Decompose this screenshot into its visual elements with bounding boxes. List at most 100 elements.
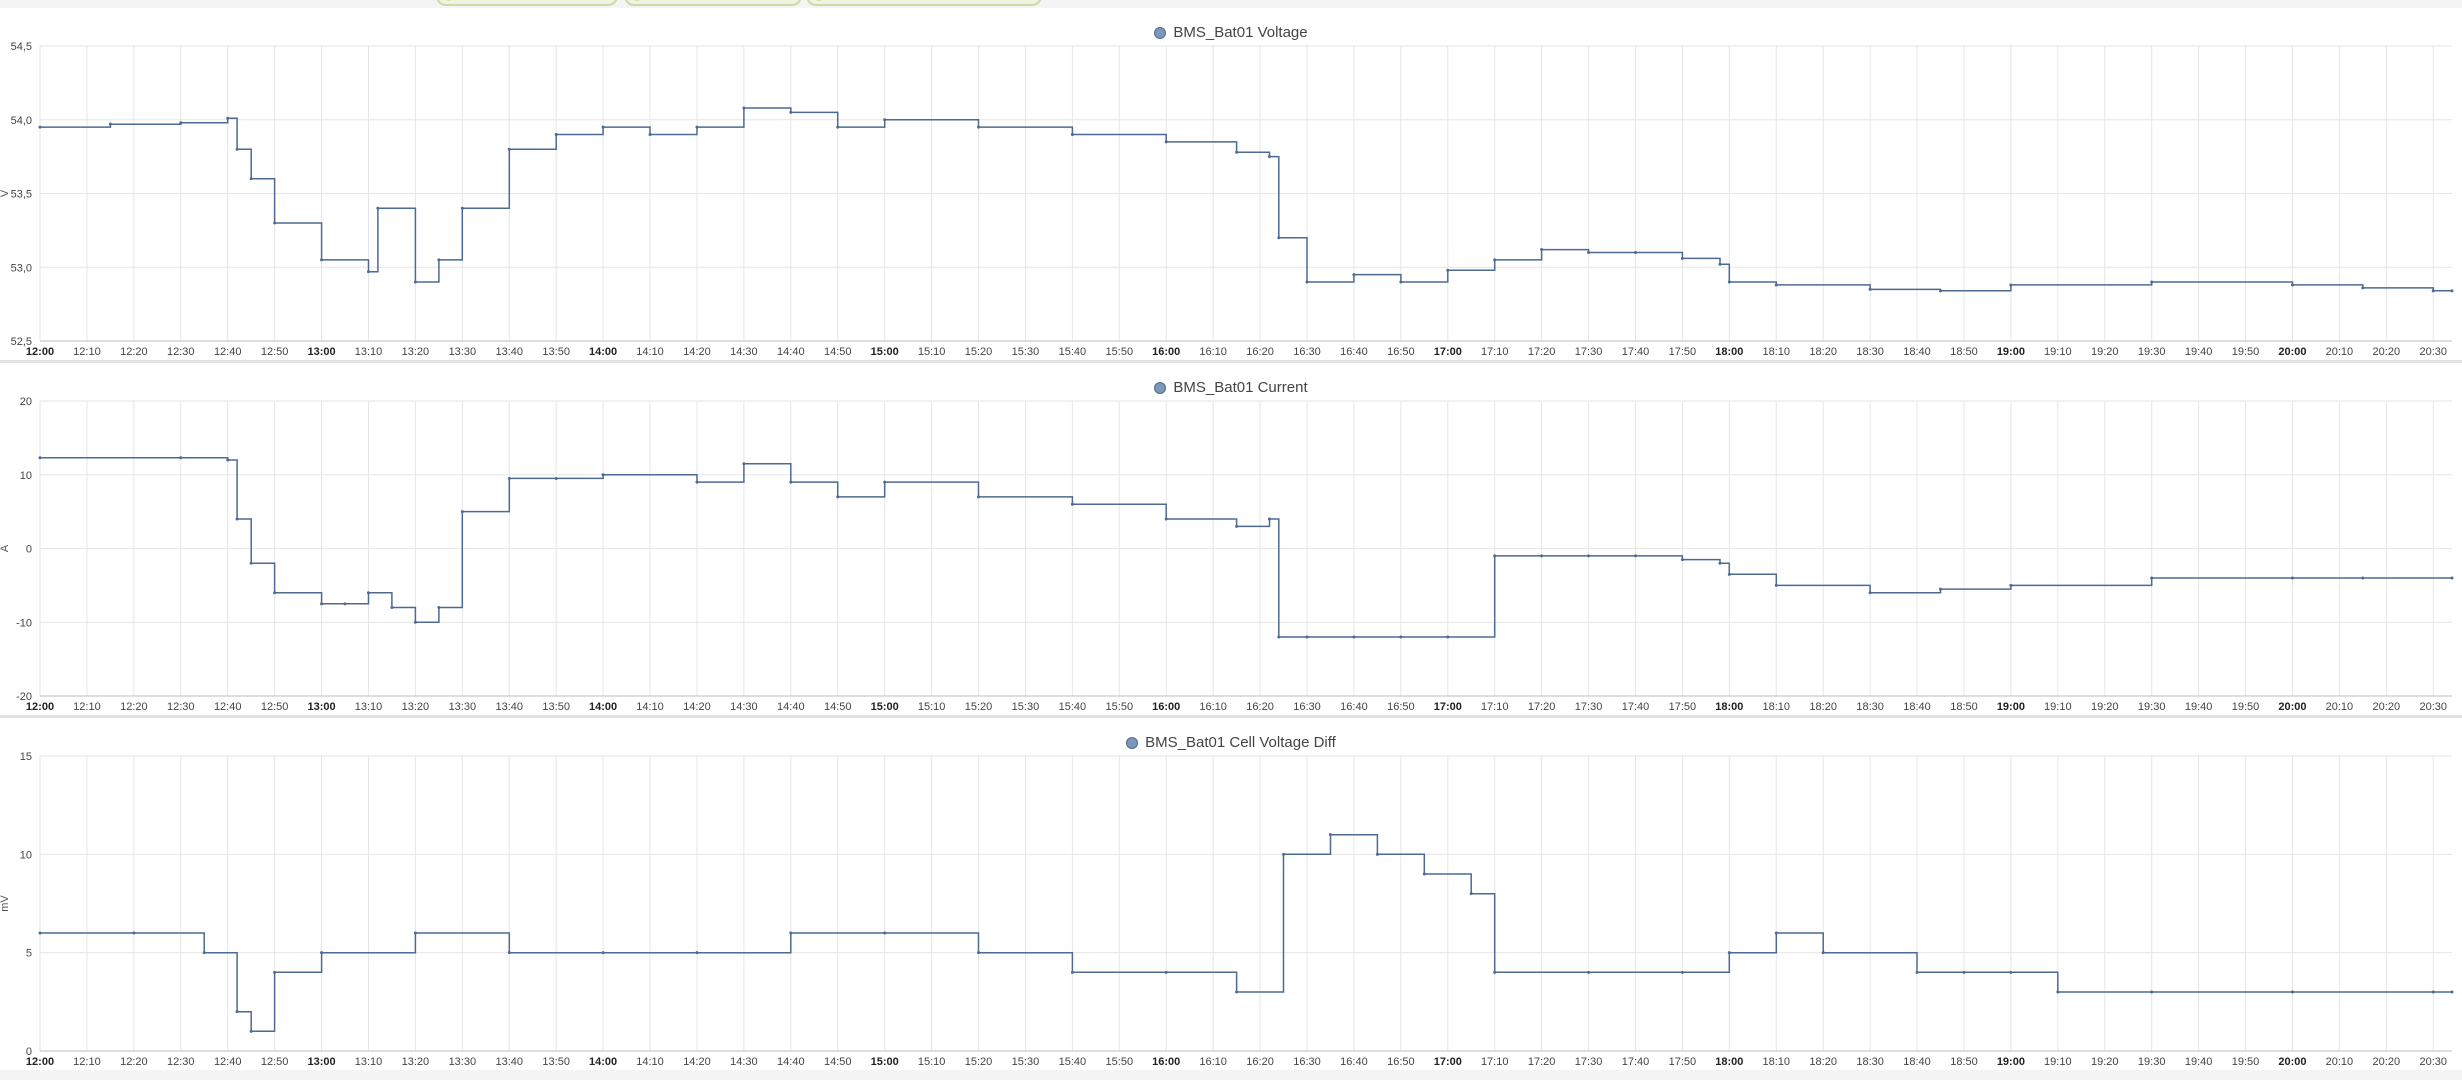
x-tick-label: 20:10: [2326, 346, 2354, 358]
y-tick-label: 54,0: [11, 115, 32, 127]
x-tick-label: 17:10: [1481, 701, 1509, 713]
data-point: [883, 118, 887, 122]
x-tick-label: 16:50: [1387, 1056, 1415, 1068]
data-point: [1305, 635, 1309, 639]
y-tick-label: 52,5: [11, 336, 32, 348]
data-point: [390, 606, 394, 609]
x-tick-label: 19:00: [1997, 701, 2025, 713]
data-point: [1774, 931, 1778, 935]
data-point: [554, 476, 558, 480]
y-tick-label: 15: [20, 751, 32, 763]
x-tick-label: 14:40: [777, 1056, 805, 1068]
x-tick-label: 18:50: [1950, 1056, 1978, 1068]
x-tick-label: 14:10: [636, 1056, 664, 1068]
data-point: [320, 602, 324, 606]
x-tick-label: 18:20: [1809, 346, 1837, 358]
series-line[interactable]: [40, 107, 2452, 292]
data-point: [2290, 576, 2294, 580]
data-point: [179, 456, 183, 460]
cell-diff-chart-title[interactable]: BMS_Bat01 Cell Voltage Diff: [0, 734, 2462, 751]
data-point: [1277, 236, 1281, 240]
data-point: [1282, 852, 1286, 856]
data-point: [2009, 283, 2013, 287]
data-point: [1493, 258, 1497, 262]
x-tick-label: 16:50: [1387, 346, 1415, 358]
x-tick-label: 19:30: [2138, 346, 2166, 358]
x-tick-label: 18:30: [1856, 701, 1884, 713]
x-tick-label: 15:10: [918, 701, 946, 713]
data-point: [1939, 587, 1943, 591]
x-tick-label: 12:50: [261, 1056, 289, 1068]
y-tick-label: 53,0: [11, 262, 32, 274]
x-tick-label: 16:40: [1340, 1056, 1368, 1068]
data-point: [1164, 140, 1168, 144]
x-tick-label: 12:10: [73, 701, 101, 713]
data-point: [507, 476, 511, 480]
cell-diff-chart[interactable]: 12:00 12:10 12:20 12:30 12:40 12:50 13:00 13:10…: [0, 718, 2462, 1070]
data-point: [554, 133, 558, 136]
data-point: [38, 125, 42, 129]
x-tick-label: 15:30: [1012, 346, 1040, 358]
x-tick-label: 12:00: [26, 701, 54, 713]
data-point: [2150, 990, 2154, 994]
x-tick-label: 19:00: [1997, 1056, 2025, 1068]
series-toggle-chip-1[interactable]: [436, 0, 618, 6]
x-tick-label: 20:10: [2326, 701, 2354, 713]
data-point: [366, 270, 370, 274]
voltage-chart[interactable]: 12:00 12:10 12:20 12:30 12:40 12:50 13:00 13:10…: [0, 8, 2462, 360]
data-point: [249, 561, 253, 565]
data-point: [695, 480, 699, 484]
x-tick-label: 20:30: [2419, 701, 2447, 713]
x-tick-label: 17:00: [1434, 346, 1462, 358]
data-point: [601, 125, 605, 129]
x-tick-label: 17:40: [1622, 701, 1650, 713]
current-chart[interactable]: 12:00 12:10 12:20 12:30 12:40 12:50 13:00 13:10…: [0, 363, 2462, 715]
x-tick-label: 19:10: [2044, 701, 2072, 713]
x-tick-label: 13:50: [542, 1056, 570, 1068]
data-point: [2009, 583, 2013, 587]
y-tick-label: 54,5: [11, 41, 32, 53]
x-tick-label: 16:30: [1293, 346, 1321, 358]
x-tick-label: 13:20: [402, 701, 430, 713]
data-point: [1422, 872, 1426, 876]
x-tick-label: 12:30: [167, 701, 195, 713]
x-tick-label: 20:20: [2373, 346, 2401, 358]
x-tick-label: 14:50: [824, 346, 852, 358]
cell-diff-chart-title-text: BMS_Bat01 Cell Voltage Diff: [1145, 734, 1336, 751]
data-point: [1727, 280, 1731, 284]
data-point: [742, 462, 746, 466]
data-point: [1235, 150, 1239, 154]
series-line[interactable]: [40, 457, 2452, 638]
x-tick-label: 13:00: [307, 346, 335, 358]
x-tick-label: 13:30: [449, 346, 477, 358]
x-tick-label: 17:20: [1528, 1056, 1556, 1068]
x-tick-label: 15:00: [871, 346, 899, 358]
data-point: [1446, 635, 1450, 639]
data-point: [1962, 970, 1966, 974]
current-chart-title[interactable]: BMS_Bat01 Current: [0, 379, 2462, 396]
data-point: [507, 951, 511, 955]
data-point: [249, 1029, 253, 1033]
y-tick-label: 20: [20, 396, 32, 408]
x-tick-label: 13:30: [449, 1056, 477, 1068]
x-tick-label: 19:00: [1997, 346, 2025, 358]
data-point: [1277, 635, 1281, 639]
data-point: [789, 480, 793, 484]
x-tick-label: 19:50: [2232, 1056, 2260, 1068]
x-tick-label: 18:00: [1715, 701, 1743, 713]
data-point: [226, 458, 230, 462]
x-tick-label: 20:00: [2278, 1056, 2306, 1068]
data-point: [2450, 990, 2454, 994]
data-point: [460, 510, 464, 514]
series-line[interactable]: [40, 833, 2452, 1033]
x-tick-label: 16:30: [1293, 701, 1321, 713]
x-tick-label: 12:00: [26, 1056, 54, 1068]
x-tick-label: 14:00: [589, 1056, 617, 1068]
series-toggle-chip-2[interactable]: [624, 0, 802, 6]
series-toggle-chip-3[interactable]: [806, 0, 1042, 6]
voltage-chart-title[interactable]: BMS_Bat01 Voltage: [0, 24, 2462, 41]
cell-diff-chart-panel: BMS_Bat01 Cell Voltage Diff 12:00 12:10 12…: [0, 718, 2462, 1070]
x-tick-label: 16:00: [1152, 701, 1180, 713]
data-point: [235, 517, 239, 521]
x-tick-label: 20:00: [2278, 346, 2306, 358]
